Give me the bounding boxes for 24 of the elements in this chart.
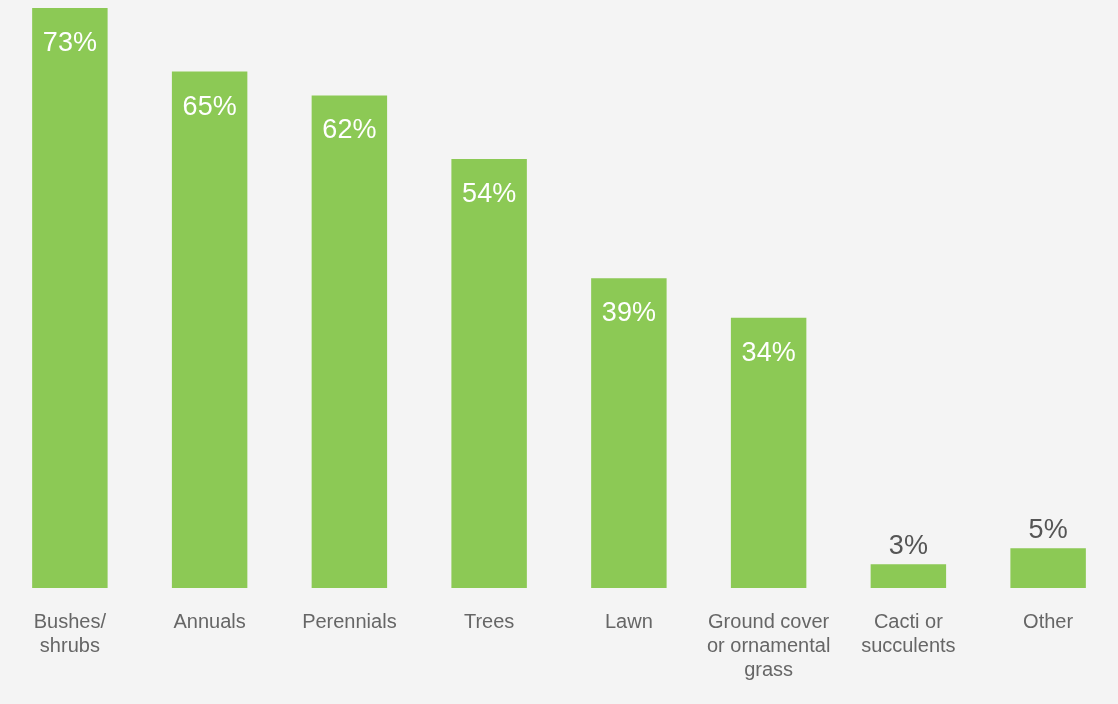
x-tick-label: Ground cover or ornamental grass xyxy=(706,609,831,680)
bar xyxy=(32,8,108,588)
bar xyxy=(730,317,807,588)
x-tick-label: Annuals xyxy=(173,609,246,632)
data-label: 65% xyxy=(182,90,237,121)
bar xyxy=(591,278,667,588)
x-tick-label: Cacti or succulents xyxy=(861,609,956,656)
x-tick-label: Lawn xyxy=(604,609,653,632)
x-tick-label: Trees xyxy=(463,609,515,632)
data-label: 39% xyxy=(601,297,656,328)
bar xyxy=(1010,548,1086,588)
bar xyxy=(451,158,527,588)
data-label: 54% xyxy=(462,177,517,208)
data-label: 73% xyxy=(42,26,97,57)
x-tick-label: Other xyxy=(1023,609,1074,632)
data-label: 62% xyxy=(322,114,377,145)
data-label: 3% xyxy=(888,530,928,561)
x-tick-label: Perennials xyxy=(302,609,397,632)
data-label: 5% xyxy=(1028,514,1068,545)
bar xyxy=(311,95,388,588)
data-label: 34% xyxy=(741,336,796,367)
bar xyxy=(870,564,947,588)
bar xyxy=(171,71,248,588)
x-tick-label: Bushes/ shrubs xyxy=(33,609,107,656)
